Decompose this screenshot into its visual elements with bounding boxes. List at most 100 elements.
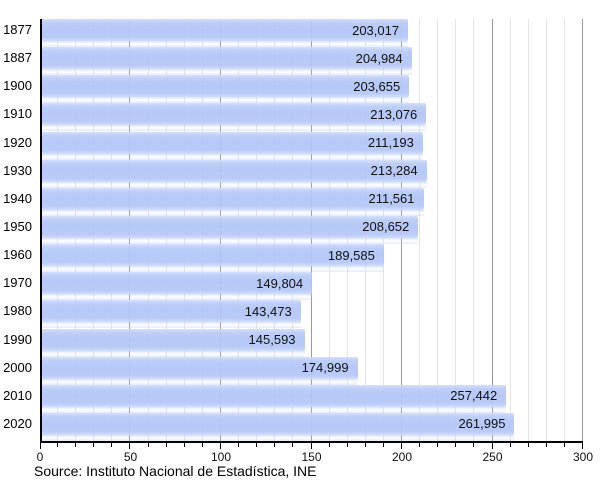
population-bar: 203,655	[42, 75, 410, 104]
x-axis-line	[40, 441, 583, 443]
year-label: 1970	[3, 275, 32, 291]
bar-row: 189,585	[42, 244, 583, 273]
x-axis-tick	[491, 443, 493, 449]
bar-value-label: 211,561	[368, 191, 415, 207]
bar-row: 208,652	[42, 215, 583, 244]
year-label: 1877	[3, 22, 32, 37]
population-bar: 204,984	[42, 47, 412, 76]
x-axis-tick	[527, 443, 529, 447]
year-label: 1930	[3, 162, 32, 178]
x-axis-tick	[400, 443, 402, 449]
x-axis-tick	[147, 443, 149, 447]
x-axis-tick	[165, 443, 167, 447]
x-axis-tick	[509, 443, 511, 447]
bar-rows: 203,017 204,984 203,655 213,076 211,193 213,2…	[42, 19, 583, 441]
bar-row: 203,655	[42, 75, 583, 104]
bar-value-label: 204,984	[355, 50, 403, 66]
bar-value-label: 143,473	[244, 303, 292, 319]
bar-row: 211,561	[42, 187, 583, 216]
x-axis-tick	[455, 443, 457, 447]
bar-value-label: 213,284	[370, 163, 418, 179]
bar-row: 174,999	[42, 356, 583, 385]
x-axis-tick	[346, 443, 348, 447]
year-label: 2000	[3, 359, 32, 375]
minor-gridline	[455, 19, 457, 441]
major-gridline	[491, 19, 493, 441]
population-bar: 208,652	[42, 215, 419, 244]
x-axis-tick	[310, 443, 312, 449]
minor-gridline	[509, 19, 511, 441]
y-axis-labels: 1877 1887 1900 1910 1920 1930 1940 1950 1960 1970…	[0, 19, 40, 443]
bar-value-label: 203,017	[352, 22, 400, 38]
year-label: 2010	[3, 387, 32, 403]
x-axis-tick-label: 250	[482, 450, 503, 464]
bar-value-label: 189,585	[327, 247, 375, 263]
minor-gridline	[527, 19, 529, 441]
major-gridline	[582, 19, 583, 441]
bar-value-label: 174,999	[301, 360, 349, 376]
chart-body: 1877 1887 1900 1910 1920 1930 1940 1950 1960 1970…	[0, 19, 593, 464]
x-axis-tick	[545, 443, 547, 447]
population-bar: 143,473	[42, 300, 301, 329]
x-axis-tick	[201, 443, 203, 447]
year-label: 1920	[3, 134, 32, 150]
population-bar: 174,999	[42, 356, 358, 385]
bar-row: 145,593	[42, 328, 583, 357]
population-bar: 189,585	[42, 244, 384, 273]
bar-row: 149,804	[42, 272, 583, 301]
year-label: 1887	[3, 50, 32, 66]
minor-gridline	[437, 19, 439, 441]
population-bar: 203,017	[42, 19, 409, 47]
x-axis-tick	[256, 443, 258, 447]
population-bar: 213,284	[42, 159, 427, 188]
bar-row: 211,193	[42, 131, 583, 160]
x-axis-tick	[238, 443, 240, 447]
minor-gridline	[419, 19, 421, 441]
bar-value-label: 261,995	[458, 416, 506, 432]
year-label: 1980	[3, 303, 32, 319]
x-axis-tick	[582, 443, 583, 449]
year-label: 1990	[3, 331, 32, 347]
x-axis-tick	[563, 443, 565, 447]
bar-row: 213,284	[42, 159, 583, 188]
bar-value-label: 257,442	[450, 388, 498, 404]
minor-gridline	[473, 19, 475, 441]
x-axis-tick	[419, 443, 421, 447]
x-axis-tick	[292, 443, 294, 447]
x-axis-tick	[382, 443, 384, 447]
source-note: Source: Instituto Nacional de Estadístic…	[34, 463, 317, 479]
x-axis-tick	[111, 443, 113, 447]
population-bar: 211,561	[42, 187, 424, 216]
x-axis-tick	[473, 443, 475, 447]
bar-value-label: 203,655	[353, 78, 401, 94]
x-axis-tick-label: 200	[391, 450, 413, 464]
population-bar: 145,593	[42, 328, 305, 357]
x-axis-tick-label: 300	[572, 450, 594, 464]
population-bar: 261,995	[42, 412, 515, 441]
x-axis-tick	[93, 443, 95, 447]
x-axis-tick-label: 0	[36, 450, 44, 464]
bar-value-label: 149,804	[256, 275, 304, 291]
x-axis-tick-label: 50	[123, 450, 138, 464]
bar-row: 213,076	[42, 103, 583, 132]
x-axis-tick	[40, 443, 41, 449]
population-bar: 213,076	[42, 103, 427, 132]
minor-gridline	[563, 19, 565, 441]
bar-row: 257,442	[42, 384, 583, 413]
x-axis-tick-label: 100	[210, 450, 232, 464]
population-bar: 257,442	[42, 384, 507, 413]
y-axis-line	[40, 19, 42, 443]
bar-value-label: 208,652	[362, 219, 410, 235]
minor-gridline	[545, 19, 547, 441]
year-label: 1900	[3, 78, 32, 94]
year-label: 2020	[3, 415, 32, 431]
year-label: 1960	[3, 247, 32, 263]
bar-value-label: 211,193	[367, 135, 414, 151]
year-label: 1950	[3, 218, 32, 234]
x-axis-tick	[437, 443, 439, 447]
bar-row: 203,017	[42, 19, 583, 47]
x-axis-tick	[183, 443, 185, 447]
x-axis-tick	[328, 443, 330, 447]
bar-row: 261,995	[42, 412, 583, 441]
